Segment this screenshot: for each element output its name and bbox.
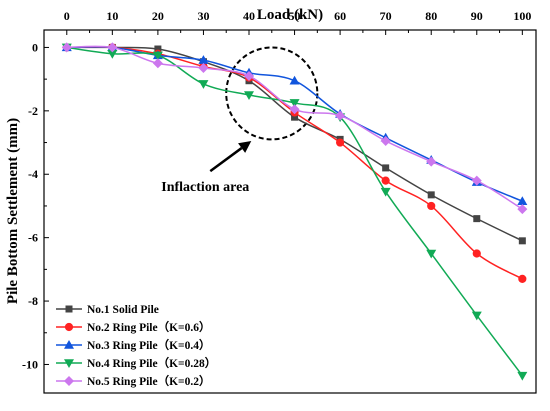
data-point <box>335 110 346 121</box>
x-tick-label: 100 <box>513 9 531 23</box>
x-tick-label: 70 <box>380 9 392 23</box>
inflection-ellipse <box>225 46 319 141</box>
legend-label: No.3 Ring Pile（K=0.4） <box>87 338 210 352</box>
data-point <box>291 113 299 121</box>
data-point <box>381 176 390 185</box>
x-tick-label: 0 <box>64 9 70 23</box>
x-tick-label: 40 <box>243 9 255 23</box>
x-tick-label: 50 <box>289 9 301 23</box>
data-point <box>426 156 437 167</box>
data-point <box>517 371 528 381</box>
data-point <box>152 58 163 69</box>
data-point <box>471 311 482 321</box>
x-tick-label: 90 <box>471 9 483 23</box>
data-point <box>427 191 435 199</box>
y-tick-label: -2 <box>28 104 38 118</box>
data-point <box>198 55 209 64</box>
plot-frame <box>43 29 537 394</box>
x-tick-label: 60 <box>334 9 346 23</box>
data-point <box>64 322 74 332</box>
axis-ticks: 0 10 20 30 40 50 60 70 80 90 100 0 -2 -4 -6 -8 -10 <box>22 9 531 371</box>
data-point <box>518 237 526 245</box>
data-point <box>198 63 209 74</box>
annotation-label: Inflaction area <box>161 180 249 195</box>
x-tick-label: 10 <box>106 9 118 23</box>
data-point <box>152 51 163 61</box>
data-point <box>107 50 118 59</box>
x-axis-title: Load (kN) <box>257 7 323 23</box>
x-tick-label: 30 <box>197 9 209 23</box>
data-point <box>380 187 391 197</box>
data-point <box>64 376 74 386</box>
legend-label: No.4 Ring Pile（K=0.28） <box>87 356 216 370</box>
data-point <box>198 80 209 89</box>
data-point <box>64 359 74 368</box>
data-point <box>289 104 300 115</box>
data-point <box>244 91 254 100</box>
annotation-arrow-shaft <box>209 147 243 173</box>
series-1 <box>63 43 526 245</box>
legend-label: No.2 Ring Pile（K=0.6） <box>87 320 210 334</box>
legend-label: No.5 Ring Pile（K=0.2） <box>87 374 210 388</box>
data-point <box>426 249 437 259</box>
series-line <box>66 45 523 210</box>
legend-item-4: No.4 Ring Pile（K=0.28） <box>56 356 216 370</box>
legend-item-1: No.1 Solid Pile <box>56 304 159 316</box>
x-tick-label: 20 <box>152 9 164 23</box>
y-tick-label: -4 <box>28 167 38 181</box>
data-point <box>244 70 254 81</box>
legend: No.1 Solid Pile No.2 Ring Pile（K=0.6） No.3… <box>56 304 216 388</box>
legend-label: No.1 Solid Pile <box>87 304 159 316</box>
legend-item-3: No.3 Ring Pile（K=0.4） <box>56 338 210 352</box>
annotation-layer: Inflaction area <box>161 46 319 195</box>
data-point <box>336 138 345 147</box>
series-3 <box>61 42 528 205</box>
y-tick-label: -6 <box>28 231 38 245</box>
series-line <box>66 46 523 377</box>
y-tick-label: -10 <box>22 357 38 371</box>
data-point <box>472 249 481 258</box>
y-axis-title: Pile Bottom Settlement (mm) <box>5 118 21 304</box>
data-point <box>427 201 436 211</box>
data-point <box>471 175 482 186</box>
annotation-arrow-head <box>238 140 252 153</box>
data-point <box>289 99 300 108</box>
legend-item-5: No.5 Ring Pile（K=0.2） <box>56 374 210 388</box>
data-point <box>64 340 74 349</box>
data-point <box>61 42 72 53</box>
data-point <box>473 215 481 223</box>
data-point <box>107 42 118 53</box>
data-point <box>517 196 528 205</box>
data-point <box>517 204 528 215</box>
y-tick-label: -8 <box>28 294 38 308</box>
data-point <box>518 274 527 283</box>
data-point <box>380 135 391 146</box>
y-tick-label: 0 <box>32 40 38 54</box>
data-point <box>289 75 300 85</box>
series-layer <box>61 42 528 381</box>
data-point <box>154 45 162 53</box>
legend-item-2: No.2 Ring Pile（K=0.6） <box>56 320 210 334</box>
data-point <box>382 164 390 172</box>
series-5 <box>61 42 528 215</box>
data-point <box>65 305 73 313</box>
x-tick-label: 80 <box>425 9 437 23</box>
series-line <box>66 46 523 202</box>
